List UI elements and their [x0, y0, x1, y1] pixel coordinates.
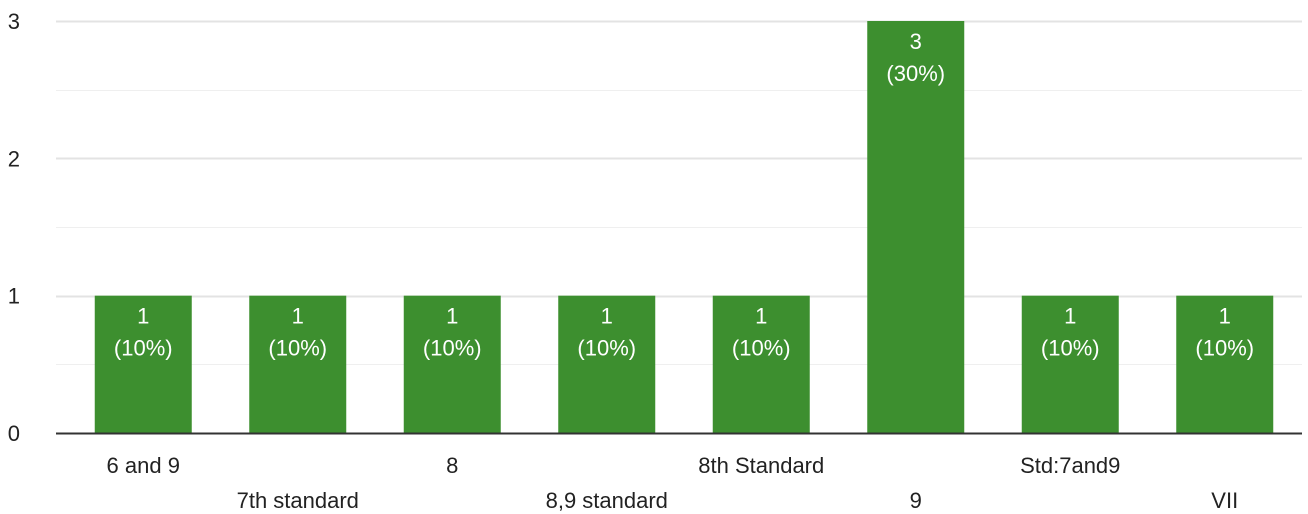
x-category-label: 8th Standard: [698, 453, 824, 478]
data-label-percent: (30%): [886, 61, 945, 86]
x-category-label: 8,9 standard: [546, 488, 668, 513]
x-axis: 6 and 9 7th standard 8 8,9 standard 8th Stan…: [56, 432, 1302, 513]
data-label-percent: (10%): [114, 336, 173, 361]
bar: [867, 21, 965, 433]
bars: 1 (10%) 1 (10%) 1 (10%) 1 (10%) 1 (10%) 3 (30%) 1 (10…: [94, 21, 1274, 433]
bar: [1176, 295, 1274, 433]
data-label-percent: (10%): [423, 336, 482, 361]
x-category-label: Std:7and9: [1020, 453, 1120, 478]
bar: [558, 295, 656, 433]
data-label-count: 1: [601, 304, 613, 329]
bar: [249, 295, 347, 433]
x-category-label: 8: [446, 453, 458, 478]
data-label-percent: (10%): [732, 336, 791, 361]
data-label-percent: (10%): [577, 336, 636, 361]
bar: [94, 295, 192, 433]
x-category-label: VII: [1211, 488, 1238, 513]
y-tick-label: 0: [8, 421, 20, 446]
x-category-label: 7th standard: [237, 488, 359, 513]
bar: [712, 295, 810, 433]
data-label-percent: (10%): [268, 336, 327, 361]
data-label-percent: (10%): [1195, 336, 1254, 361]
y-axis-tick-labels: 0 1 2 3: [8, 9, 20, 446]
x-category-label: 9: [910, 488, 922, 513]
data-label-count: 1: [137, 304, 149, 329]
y-tick-label: 2: [8, 146, 20, 171]
data-label-percent: (10%): [1041, 336, 1100, 361]
data-label-count: 1: [1219, 304, 1231, 329]
y-tick-label: 1: [8, 284, 20, 309]
data-label-count: 1: [755, 304, 767, 329]
data-label-count: 1: [446, 304, 458, 329]
data-label-count: 1: [1064, 304, 1076, 329]
data-label-count: 1: [292, 304, 304, 329]
bar: [1021, 295, 1119, 433]
x-category-label: 6 and 9: [107, 453, 180, 478]
y-tick-label: 3: [8, 9, 20, 34]
bar: [403, 295, 501, 433]
data-label-count: 3: [910, 29, 922, 54]
